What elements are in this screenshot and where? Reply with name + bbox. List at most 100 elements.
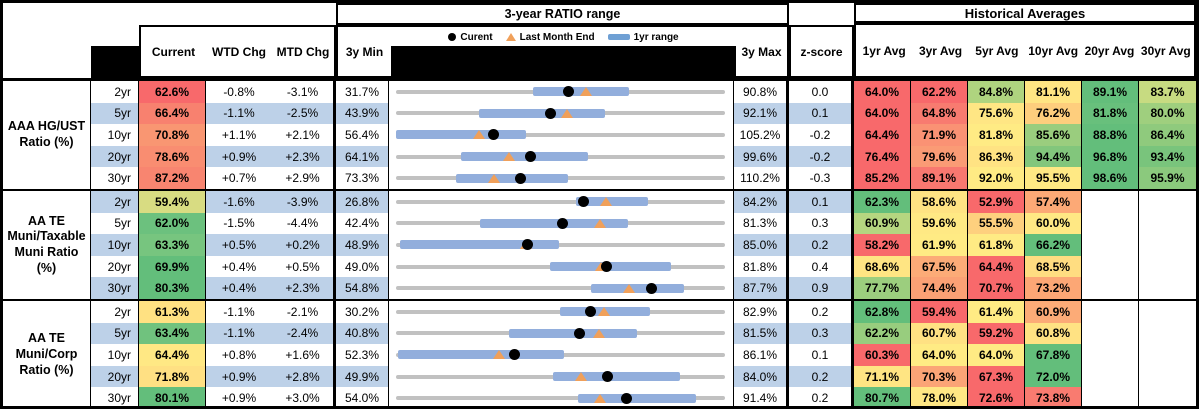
group-label-line: AAA HG/UST — [7, 119, 86, 134]
range-track — [396, 132, 725, 137]
last-month-end-triangle — [473, 130, 486, 140]
chart-header-black-band — [391, 46, 736, 76]
group-label-line: Muni Ratio — [14, 244, 79, 259]
mtd-chg-cell: +2.9% — [272, 167, 336, 189]
wtd-chg-cell: +1.1% — [206, 124, 272, 146]
ratio-group: AA TE Muni/Taxable Muni Ratio (%) 2yr 59.4% -1… — [3, 188, 1196, 299]
tenor-cell: 20yr — [91, 145, 139, 168]
mtd-chg-cell: +2.3% — [272, 145, 336, 168]
z-score-cell: 0.9 — [789, 277, 854, 299]
avg-cell: 61.9% — [911, 234, 968, 256]
table-body: AAA HG/UST Ratio (%) 2yr 62.6% -0.8% -3.1% 31.… — [3, 81, 1196, 406]
z-score-cell: 0.2 — [789, 300, 854, 323]
3y-min-col-header: 3y Min — [345, 44, 384, 59]
wtd-chg-cell: -1.1% — [206, 102, 272, 125]
range-chart — [389, 322, 734, 345]
tenor-cell: 2yr — [91, 81, 139, 103]
tenor-cell: 20yr — [91, 255, 139, 278]
current-dot — [600, 261, 612, 273]
avg-cell: 60.9% — [854, 212, 911, 235]
z-score-cell: -0.2 — [789, 124, 854, 146]
avg-cell: 67.5% — [911, 255, 968, 278]
tenor-cell: 5yr — [91, 322, 139, 345]
avg-cell: 59.6% — [911, 212, 968, 235]
z-score-cell: 0.2 — [789, 387, 854, 406]
z-score-cell: 0.1 — [789, 344, 854, 366]
avg-cell: 71.1% — [854, 365, 911, 388]
avg-columns-header: 1yr Avg 3yr Avg 5yr Avg 10yr Avg 20yr Av… — [854, 23, 1196, 78]
mtd-chg-cell: -2.4% — [272, 322, 336, 345]
range-chart — [389, 277, 734, 299]
avg-cell — [1082, 365, 1139, 388]
range-chart — [389, 344, 734, 366]
current-dot — [522, 239, 534, 251]
mtd-chg-cell: -2.5% — [272, 102, 336, 125]
current-cell: 62.0% — [139, 212, 206, 235]
range-min-cell: 54.0% — [336, 387, 389, 406]
avg-cell: 64.0% — [854, 102, 911, 125]
avg-cell: 98.6% — [1082, 167, 1139, 189]
avg-cell: 77.7% — [854, 277, 911, 299]
last-month-end-triangle — [492, 350, 505, 360]
current-dot — [577, 196, 589, 208]
range-min-cell: 49.0% — [336, 255, 389, 278]
legend-1yr-range: 1yr range — [607, 32, 679, 43]
avg-cell: 61.8% — [968, 234, 1025, 256]
range-chart — [389, 81, 734, 103]
3y-max-col-header: 3y Max — [741, 44, 782, 59]
avg-cell: 73.8% — [1025, 387, 1082, 406]
z-score-col-header: z-score — [789, 25, 854, 78]
avg-cell: 62.2% — [854, 322, 911, 345]
range-max-cell: 92.1% — [734, 102, 789, 125]
avg-cell — [1082, 344, 1139, 366]
1yr-range-bar-icon — [607, 34, 630, 40]
table-row: 20yr 69.9% +0.4% +0.5% 49.0% 81.8% 0.4 68.6% 67.… — [3, 255, 1196, 278]
avg-cell — [1139, 234, 1196, 256]
group-label-line: (%) — [36, 260, 57, 275]
range-min-cell: 52.3% — [336, 344, 389, 366]
wtd-chg-col-header: WTD Chg — [212, 44, 266, 59]
z-score-cell: -0.3 — [789, 167, 854, 189]
range-chart — [389, 255, 734, 278]
avg-cell: 76.4% — [854, 145, 911, 168]
avg-cell: 72.0% — [1025, 365, 1082, 388]
current-cell: 66.4% — [139, 102, 206, 125]
range-max-cell: 84.0% — [734, 365, 789, 388]
last-month-end-triangle — [599, 197, 612, 207]
group-label-line: Muni/Taxable — [7, 229, 86, 244]
avg-cell: 72.6% — [968, 387, 1025, 406]
range-max-cell: 91.4% — [734, 387, 789, 406]
range-chart — [389, 365, 734, 388]
avg-cell: 66.2% — [1025, 234, 1082, 256]
range-chart — [389, 300, 734, 323]
range-max-cell: 81.3% — [734, 212, 789, 235]
avg-cell: 55.5% — [968, 212, 1025, 235]
avg-cell: 62.3% — [854, 190, 911, 213]
avg-cell: 68.6% — [854, 255, 911, 278]
group-label-line: Muni/Corp — [15, 347, 78, 362]
wtd-chg-cell: +0.8% — [206, 344, 272, 366]
historical-averages-title: Historical Averages — [854, 3, 1196, 23]
avg-cell: 57.4% — [1025, 190, 1082, 213]
last-month-end-triangle — [597, 307, 610, 317]
table-row: 10yr 70.8% +1.1% +2.1% 56.4% 105.2% -0.2 64.4% 7… — [3, 124, 1196, 146]
mtd-chg-col-header: MTD Chg — [276, 44, 330, 59]
current-cell: 63.4% — [139, 322, 206, 345]
mtd-chg-cell: +2.3% — [272, 277, 336, 299]
avg-cell: 59.2% — [968, 322, 1025, 345]
tenor-cell: 10yr — [91, 234, 139, 256]
legend-current-label: Curent — [460, 31, 493, 43]
avg-cell: 84.8% — [968, 81, 1025, 103]
avg-cell — [1139, 322, 1196, 345]
avg-cell: 78.0% — [911, 387, 968, 406]
avg-cell: 58.6% — [911, 190, 968, 213]
tenor-cell: 10yr — [91, 344, 139, 366]
current-dot — [602, 371, 614, 383]
z-score-cell: 0.3 — [789, 212, 854, 235]
range-track — [396, 286, 725, 291]
current-dot-icon — [448, 33, 457, 41]
range-min-cell: 40.8% — [336, 322, 389, 345]
range-max-cell: 99.6% — [734, 145, 789, 168]
current-cell: 80.3% — [139, 277, 206, 299]
avg-cell: 59.4% — [911, 300, 968, 323]
